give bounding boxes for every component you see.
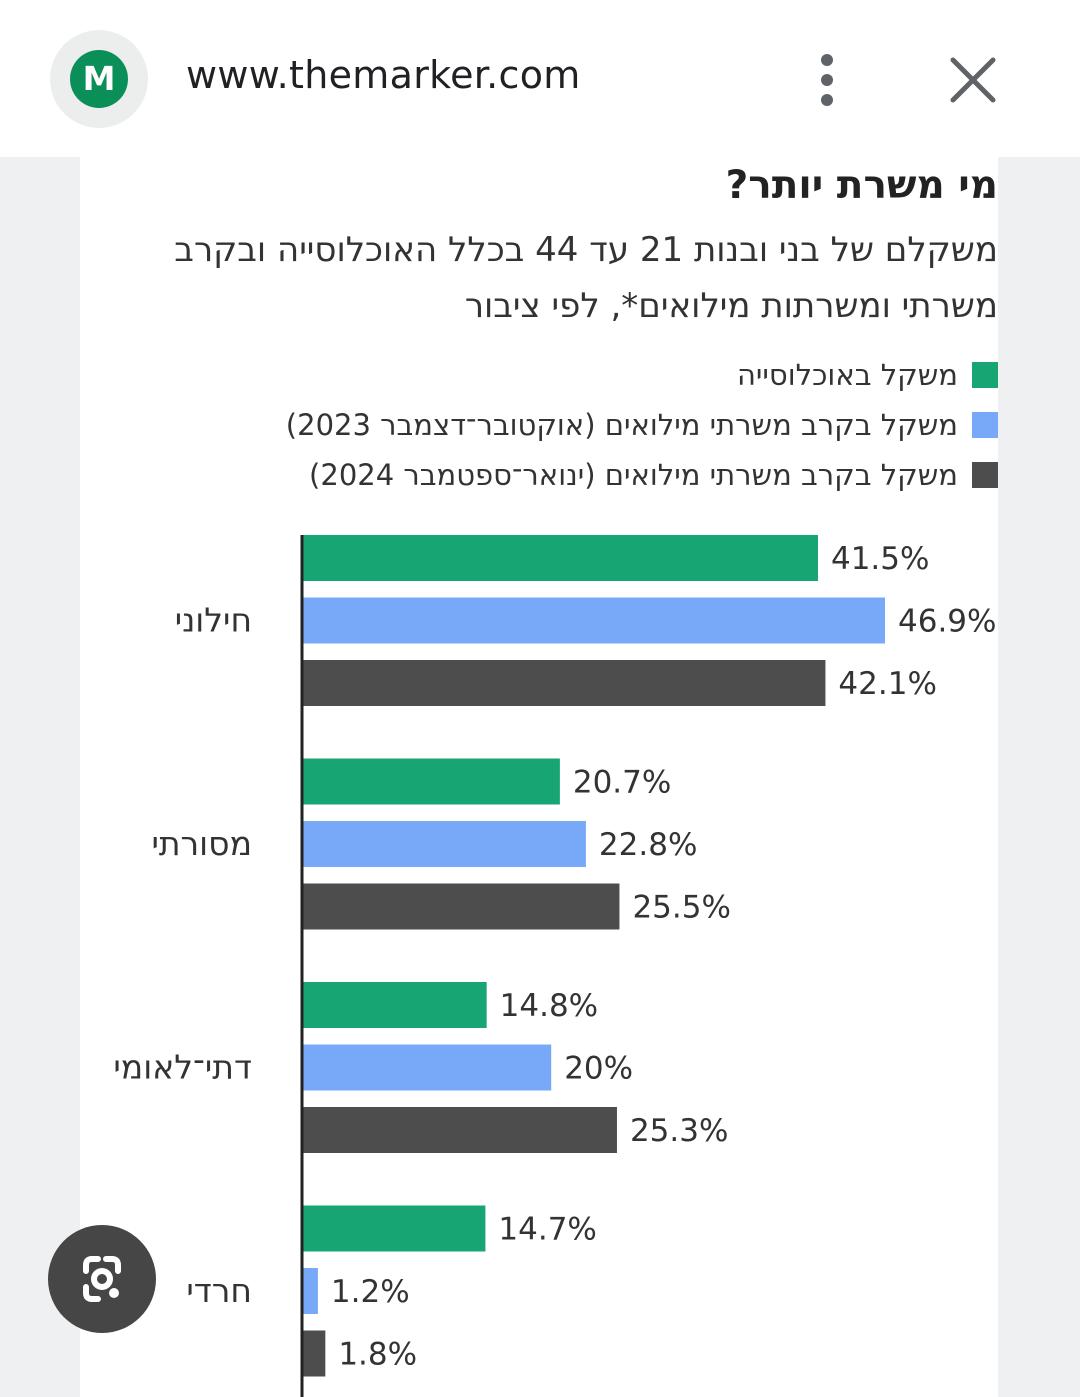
site-favicon[interactable]: M [50, 30, 148, 128]
data-label: 14.7% [498, 1212, 596, 1248]
legend-label: משקל בקרב משרתי מילואים (אוקטובר־דצמבר 2… [285, 408, 958, 442]
data-label: 22.8% [599, 827, 697, 863]
legend-item-reserve-2023: משקל בקרב משרתי מילואים (אוקטובר־דצמבר 2… [286, 400, 998, 450]
bar [303, 1205, 486, 1252]
category-label: חילוני [175, 601, 252, 640]
bar [303, 1330, 326, 1377]
category-label: מסורתי [151, 824, 252, 863]
legend-swatch [972, 362, 998, 388]
bar [303, 1044, 552, 1091]
data-label: 14.8% [500, 988, 598, 1024]
site-logo: M [70, 50, 128, 108]
bar [303, 982, 487, 1028]
data-label: 25.3% [630, 1113, 728, 1149]
bar [303, 1268, 318, 1314]
google-lens-icon [83, 1256, 121, 1302]
legend-item-reserve-2024: משקל בקרב משרתי מילואים (ינואר־ספטמבר 20… [286, 450, 998, 500]
chart-subtitle: משקלם של בני ובנות 21 עד 44 בכלל האוכלוס… [174, 230, 998, 326]
data-label: 46.9% [898, 604, 996, 640]
bar-chart: 41.5% 46.9% 42.1% חילוני 20.7% 22.8% 25.5% מסור… [113, 535, 996, 1397]
more-vert-icon[interactable] [806, 52, 850, 108]
bar [303, 660, 826, 706]
close-icon[interactable] [945, 52, 1001, 108]
bar [303, 535, 818, 581]
legend-label: משקל בקרב משרתי מילואים (ינואר־ספטמבר 20… [309, 458, 958, 492]
data-label: 20.7% [573, 765, 671, 801]
category-label: חרדי [186, 1271, 252, 1310]
bar [303, 821, 586, 867]
legend-label: משקל באוכלוסייה [736, 358, 958, 392]
browser-top-bar: M www.themarker.com [0, 0, 1080, 157]
legend-item-population: משקל באוכלוסייה [286, 350, 998, 400]
bar [303, 883, 620, 930]
legend-swatch [972, 412, 998, 438]
data-label: 20% [564, 1051, 633, 1087]
category-label: דתי־לאומי [113, 1048, 252, 1087]
legend-swatch [972, 462, 998, 488]
data-label: 25.5% [632, 890, 730, 926]
url-text[interactable]: www.themarker.com [186, 53, 581, 97]
chart-legend: משקל באוכלוסייה משקל בקרב משרתי מילואים … [286, 350, 998, 500]
bar [303, 758, 560, 805]
data-label: 41.5% [831, 541, 929, 577]
data-label: 1.2% [331, 1274, 410, 1310]
chart-title: מי משרת יותר? [725, 163, 998, 208]
google-lens-button[interactable] [48, 1225, 156, 1333]
data-label: 1.8% [338, 1337, 417, 1373]
data-label: 42.1% [838, 666, 936, 702]
bar [303, 1107, 617, 1153]
bar [303, 597, 885, 644]
